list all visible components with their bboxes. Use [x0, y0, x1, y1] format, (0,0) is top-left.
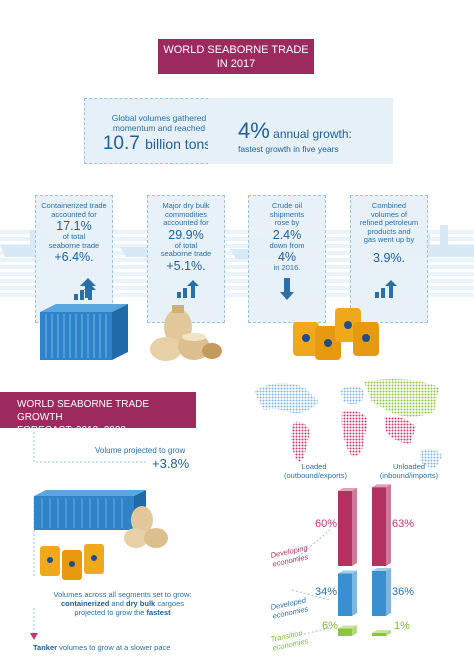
all-segments-line-2: containerized and dry bulk cargoes — [40, 599, 205, 608]
growth-label: annual growth: — [273, 127, 352, 141]
stat-line: accounted for — [51, 209, 97, 219]
stat-value-1: 3.9%. — [373, 250, 405, 265]
loaded-header: Loaded (outbound/exports) — [284, 462, 347, 480]
stat-line: Crude oil — [271, 201, 302, 210]
projected-text: Volume projected to grow — [95, 446, 186, 455]
forecast-barrels-icon — [40, 544, 104, 580]
title-line-2: IN 2017 — [216, 58, 256, 70]
dry-bulk-sacks-icon — [150, 305, 222, 361]
stat-crude-oil: Crude oil shipments rose by 2.4% down fr… — [248, 195, 326, 323]
dry-bulk-bold: dry bulk — [126, 599, 156, 608]
growth-value: 4% — [238, 118, 270, 143]
stat-line: seaborne trade — [48, 240, 100, 250]
arrow-up-bars-icon — [375, 280, 397, 298]
tanker-rest: volumes to grow at a slower pace — [59, 643, 171, 652]
stat-value-1: 17.1% — [56, 219, 92, 233]
stat-line: refined petroleum — [359, 218, 419, 227]
bar-1-0 — [338, 570, 357, 616]
annual-growth-box: 4% annual growth: fastest growth in five… — [208, 98, 393, 164]
developed-unloaded-pct: 36% — [392, 586, 415, 598]
oil-barrels-icon — [293, 308, 379, 360]
stat-value-2: +5.1%. — [166, 258, 206, 273]
tanker-text: Tanker volumes to grow at a slower pace — [33, 643, 170, 652]
stat-line: gas went up by — [363, 235, 415, 244]
all-segments-line-3: projected to grow the fastest — [40, 608, 205, 617]
bar-1-1 — [372, 568, 391, 616]
stat-line: Combined — [371, 201, 407, 210]
trade-bars-chart — [291, 484, 391, 636]
unloaded-header: Unloaded (inbound/imports) — [376, 462, 442, 480]
stat-line: rose by — [274, 218, 300, 227]
all-segments-line-1: Volumes across all segments set to grow: — [53, 590, 192, 599]
global-text-1: Global volumes gathered — [111, 113, 207, 123]
transition-unloaded-pct: 1% — [394, 620, 410, 632]
developing-loaded-pct: 60% — [315, 518, 338, 530]
main-title: WORLD SEABORNE TRADE IN 2017 — [158, 39, 314, 74]
stat-line: Major dry bulk — [162, 201, 210, 210]
arrow-down-icon — [280, 278, 294, 300]
stat-line: in 2016. — [273, 263, 301, 272]
bar-2-0 — [338, 625, 357, 636]
stat-line: of total — [62, 232, 86, 241]
stat-value-1: 29.9% — [168, 227, 204, 242]
title-line-1: WORLD SEABORNE TRADE — [163, 44, 309, 56]
transition-loaded-pct: 6% — [322, 620, 338, 632]
global-unit: billion tons. — [145, 136, 216, 152]
and-text: and — [111, 599, 124, 608]
tanker-bold: Tanker — [33, 643, 58, 652]
developed-loaded-pct: 34% — [315, 586, 338, 598]
growth-sub: fastest growth in five years — [238, 144, 339, 154]
stat-line: seaborne trade — [160, 249, 212, 258]
forecast-title-line-1: WORLD SEABORNE TRADE GROWTH — [17, 399, 150, 423]
bar-0-0 — [338, 488, 357, 566]
world-map-graphic — [254, 378, 442, 468]
shipping-container-icon — [40, 304, 128, 360]
unloaded-sub: (inbound/imports) — [379, 471, 439, 480]
stat-line: commodities — [164, 209, 208, 219]
global-value: 10.7 — [102, 133, 140, 154]
all-segments-text: Volumes across all segments set to grow:… — [40, 590, 205, 617]
stat-line: products and — [367, 226, 411, 236]
stat-value-1: 2.4% — [272, 227, 302, 242]
stat-value-2: 4% — [277, 250, 297, 264]
fastest-bold: fastest — [146, 608, 171, 617]
arrow-up-bars-icon — [74, 284, 96, 300]
loaded-title: Loaded — [301, 462, 327, 471]
stat-containerized: Containerized trade accounted for 17.1% … — [35, 195, 113, 323]
stat-line: volumes of — [370, 209, 408, 219]
forecast-title-line-2: FORECAST: 2018–2023 — [17, 425, 126, 436]
stat-line: accounted for — [163, 218, 209, 227]
stat-refined-petroleum: Combined volumes of refined petroleum pr… — [350, 195, 428, 323]
cargoes-text: cargoes — [157, 599, 184, 608]
all-segments-line-3-text: projected to grow the — [74, 608, 145, 617]
global-text-2: momentum and reached — [112, 123, 206, 133]
stat-value-2: +6.4%. — [54, 250, 94, 264]
stat-line: down from — [269, 240, 305, 250]
bar-2-1 — [372, 630, 391, 636]
stat-line: Containerized trade — [41, 201, 107, 210]
stat-line: of total — [174, 240, 198, 250]
loaded-sub: (outbound/exports) — [284, 471, 347, 480]
containerized-bold: containerized — [60, 599, 110, 608]
unloaded-title: Unloaded — [392, 462, 426, 471]
forecast-sacks-icon — [124, 506, 168, 548]
global-big-value: 10.7 billion tons. — [89, 133, 229, 155]
forecast-title: WORLD SEABORNE TRADE GROWTH FORECAST: 20… — [0, 392, 196, 436]
bar-0-1 — [372, 484, 391, 566]
arrow-up-bars-icon — [177, 280, 199, 298]
developing-unloaded-pct: 63% — [392, 518, 415, 530]
stat-line: shipments — [269, 209, 305, 219]
projected-value: +3.8% — [152, 456, 190, 471]
